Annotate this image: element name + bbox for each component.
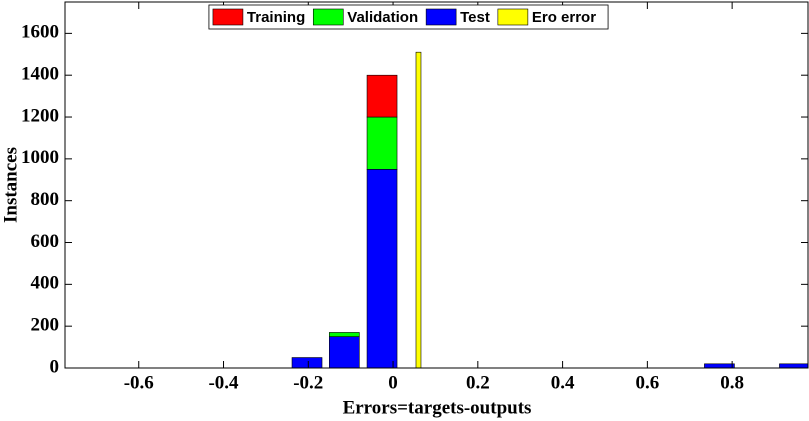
y-tick-label: 600 bbox=[31, 231, 60, 252]
y-tick-label: 1200 bbox=[21, 105, 59, 126]
y-tick-label: 200 bbox=[31, 315, 60, 336]
axes-box bbox=[64, 1, 809, 369]
bar-segment bbox=[704, 363, 735, 368]
legend-label: Test bbox=[460, 9, 490, 26]
y-tick-label: 0 bbox=[50, 356, 60, 377]
y-tick-label: 800 bbox=[31, 189, 60, 210]
plot-area bbox=[65, 2, 808, 368]
legend-box bbox=[208, 4, 609, 30]
x-tick-label: -0.4 bbox=[208, 372, 239, 393]
bar-segment bbox=[366, 74, 398, 118]
x-tick-label: 0 bbox=[388, 372, 398, 393]
bar-segment bbox=[366, 116, 398, 170]
bar-segment bbox=[366, 169, 398, 368]
y-axis-label: Instances bbox=[0, 147, 21, 223]
legend-swatch bbox=[497, 8, 529, 26]
x-tick-label: -0.6 bbox=[124, 372, 154, 393]
legend-swatch bbox=[425, 8, 457, 26]
legend-label: Training bbox=[247, 9, 305, 26]
legend: Training Validation Test Ero error bbox=[208, 4, 609, 30]
bar-segment bbox=[291, 357, 323, 368]
legend-label: Validation bbox=[347, 9, 418, 26]
bar-segment bbox=[329, 336, 360, 368]
legend-swatch bbox=[212, 8, 244, 26]
x-axis-label: Errors=targets-outputs bbox=[343, 397, 532, 418]
y-tick-label: 1600 bbox=[21, 22, 59, 43]
y-tick-label: 1400 bbox=[21, 64, 59, 85]
y-tick-label: 400 bbox=[31, 273, 60, 294]
x-tick-label: 0.2 bbox=[466, 372, 490, 393]
x-tick-label: 0.4 bbox=[551, 372, 575, 393]
legend-label: Ero error bbox=[532, 9, 596, 26]
x-tick-label: 0.8 bbox=[720, 372, 744, 393]
legend-swatch bbox=[312, 8, 344, 26]
bar-segment bbox=[329, 332, 360, 337]
y-tick-label: 1000 bbox=[21, 147, 59, 168]
x-tick-label: 0.6 bbox=[635, 372, 659, 393]
bar-segment bbox=[779, 363, 808, 368]
x-tick-label: -0.2 bbox=[293, 372, 323, 393]
zero-error-line bbox=[415, 51, 422, 368]
